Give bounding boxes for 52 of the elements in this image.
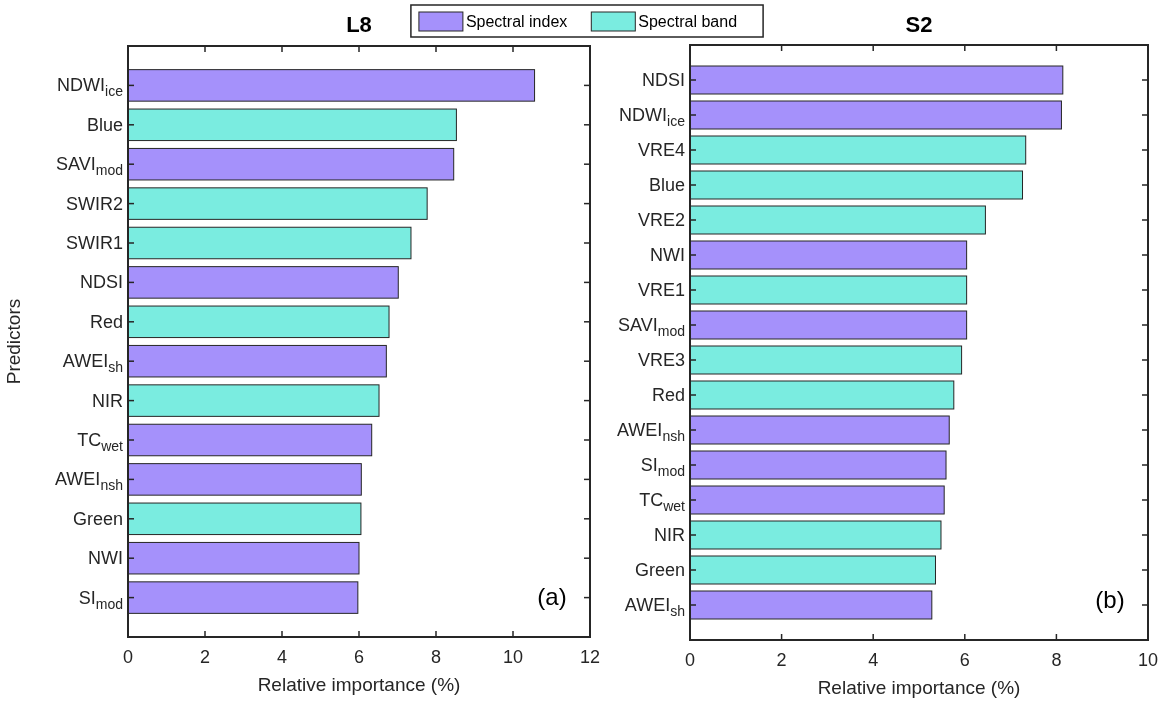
y-tick-label: VRE4 [637,140,685,160]
x-tick-label: 10 [1137,650,1159,670]
annotation: (b) [1095,586,1125,613]
y-tick-label: Red [651,385,685,405]
x-tick-label: 2 [199,647,211,667]
y-tick-label: SWIR1 [65,233,123,253]
y-tick-label: AWEI$_{sh}$ [624,595,685,619]
annotation: (a) [537,583,567,610]
x-axis-title: Relative importance (%) [817,677,1021,698]
y-tick-label: NIR [654,525,685,545]
x-tick-label: 6 [353,647,365,667]
y-tick-label: TC$_{wet}$ [639,490,686,514]
x-tick-label: 8 [430,647,442,667]
y-tick-label: Green [72,508,123,529]
x-tick-label: 2 [776,650,787,670]
legend-label: Spectral index [465,13,568,30]
y-tick-label: SI$_{mod}$ [640,455,685,479]
y-tick-label: SAVI$_{mod}$ [618,315,685,339]
x-axis-title: Relative importance (%) [257,674,461,695]
chart-title: S2 [905,12,933,37]
y-tick-label: NWI [88,548,123,569]
x-tick-label: 0 [122,647,134,667]
x-tick-label: 0 [684,650,696,670]
y-tick-label: Blue [648,175,685,195]
x-tick-label: 4 [868,650,879,670]
legend-label: Spectral band [638,13,738,30]
y-tick-label: VRE2 [637,210,685,230]
x-tick-label: 6 [959,650,970,670]
x-tick-label: 8 [1051,650,1062,670]
y-tick-label: VRE3 [637,350,685,370]
y-tick-label: TC$_{wet}$ [77,430,124,454]
y-tick-label: Red [89,311,123,332]
y-tick-label: SAVI$_{mod}$ [56,154,123,179]
x-tick-label: 10 [502,647,524,667]
chart-title: L8 [346,12,372,37]
y-tick-label: Green [634,560,685,580]
y-tick-label: Blue [86,114,123,135]
y-axis-title: Predictors [3,298,24,385]
y-tick-label: SWIR2 [65,193,123,214]
y-tick-label: AWEI$_{sh}$ [62,351,123,376]
y-tick-label: NDSI [641,70,685,90]
y-tick-label: VRE1 [637,280,685,300]
y-tick-label: AWEI$_{nsh}$ [617,420,685,444]
y-tick-label: AWEI$_{nsh}$ [55,469,123,494]
y-tick-label: NDWI$_{ice}$ [57,75,124,100]
y-tick-label: NWI [650,245,685,265]
y-tick-label: NIR [92,390,123,411]
x-tick-label: 12 [579,647,601,667]
x-tick-label: 4 [276,647,288,667]
y-tick-label: NDWI$_{ice}$ [619,105,686,129]
y-tick-label: NDSI [79,272,123,293]
y-tick-label: SI$_{mod}$ [78,587,123,612]
